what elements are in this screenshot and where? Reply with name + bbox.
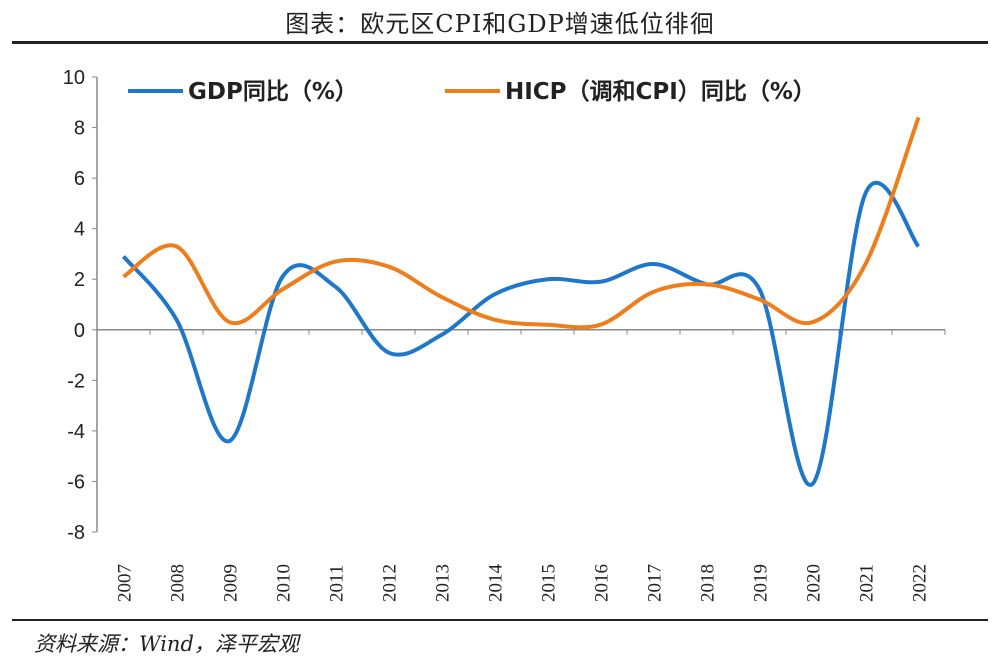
chart-title: 图表：欧元区CPI和GDP增速低位徘徊 (285, 10, 715, 38)
y-tick-label: -6 (67, 471, 85, 493)
legend-label: GDP同比（%） (188, 78, 358, 105)
y-tick-label: 6 (74, 168, 85, 190)
source-note: 资料来源：Wind，泽平宏观 (34, 632, 299, 656)
top-rule (12, 41, 988, 44)
y-tick-label: 0 (74, 320, 85, 342)
y-tick-label: 2 (74, 269, 85, 291)
x-tick-label: 2007 (115, 564, 136, 602)
x-tick-label: 2015 (539, 564, 560, 602)
series-line-hicp (122, 116, 921, 330)
y-tick-label: -4 (67, 421, 85, 443)
x-tick-label: 2019 (751, 564, 772, 602)
x-tick-label: 2018 (698, 564, 719, 602)
x-tick-label: 2016 (592, 564, 613, 602)
y-tick-label: 4 (74, 219, 85, 241)
x-tick-label: 2021 (857, 564, 878, 602)
x-tick-label: 2013 (433, 564, 454, 602)
x-tick-label: 2022 (910, 564, 931, 602)
x-tick-label: 2012 (380, 564, 401, 602)
x-tick-label: 2014 (486, 564, 507, 603)
x-tick-label: 2011 (327, 565, 348, 602)
series-line-gdp (121, 180, 921, 487)
legend-label: HICP（调和CPI）同比（%） (505, 78, 816, 105)
bottom-rule (12, 619, 988, 621)
y-tick-label: 10 (63, 67, 85, 89)
y-tick-label: -8 (67, 522, 85, 544)
x-tick-label: 2008 (168, 564, 189, 602)
x-tick-label: 2009 (221, 564, 242, 602)
y-tick-label: 8 (74, 118, 85, 140)
x-tick-label: 2020 (804, 564, 825, 602)
x-tick-label: 2010 (274, 564, 295, 602)
y-tick-label: -2 (67, 370, 85, 392)
x-tick-label: 2017 (645, 564, 666, 602)
